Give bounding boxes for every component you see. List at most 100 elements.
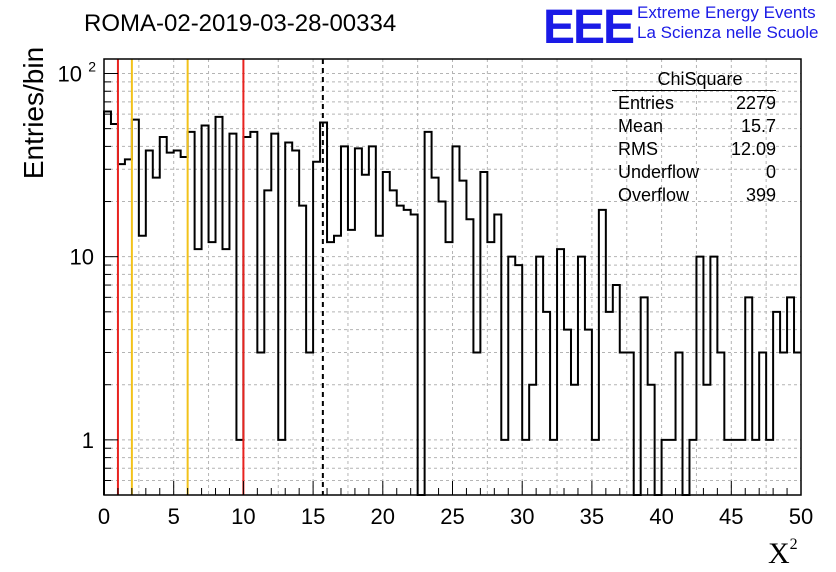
histogram-bin bbox=[731, 440, 738, 495]
histogram-bin bbox=[466, 219, 473, 495]
histogram-bin bbox=[480, 172, 487, 495]
histogram-bin bbox=[717, 352, 724, 495]
histogram-bin bbox=[411, 214, 418, 495]
histogram-bin bbox=[167, 153, 174, 495]
y-tick-label-exponent: 2 bbox=[88, 59, 96, 75]
histogram-bin bbox=[160, 137, 167, 495]
stats-box: ChiSquare Entries 2279 Mean 15.7 RMS 12.09 … bbox=[612, 68, 776, 206]
stats-label: Entries bbox=[618, 93, 675, 113]
histogram-bin bbox=[515, 265, 522, 495]
histogram-bin bbox=[174, 150, 181, 495]
histogram-bin bbox=[453, 146, 460, 495]
histogram-bin bbox=[550, 440, 557, 495]
x-tick-label: 30 bbox=[510, 504, 534, 529]
histogram-bin bbox=[439, 202, 446, 495]
histogram-bin bbox=[250, 132, 257, 495]
eee-logo: EEE bbox=[543, 1, 635, 54]
histogram-bin bbox=[641, 297, 648, 495]
histogram-bin bbox=[341, 146, 348, 495]
histogram-bin bbox=[724, 440, 731, 495]
histogram-bin bbox=[390, 190, 397, 495]
histogram-bin bbox=[494, 214, 501, 495]
stats-label: Overflow bbox=[618, 185, 690, 205]
x-axis-label-sup: 2 bbox=[789, 536, 798, 553]
stats-value: 399 bbox=[745, 185, 776, 205]
histogram-bin bbox=[571, 385, 578, 495]
stats-value: 12.09 bbox=[730, 139, 776, 159]
x-tick-label: 10 bbox=[231, 504, 255, 529]
histogram-bin bbox=[676, 352, 683, 495]
histogram-bin bbox=[132, 120, 139, 495]
histogram-bin bbox=[313, 162, 320, 495]
histogram-bin bbox=[627, 352, 634, 495]
histogram-bin bbox=[648, 385, 655, 495]
histogram-bin bbox=[459, 181, 466, 495]
histogram-bin bbox=[348, 230, 355, 495]
histogram-bin bbox=[578, 257, 585, 495]
histogram-bin bbox=[773, 312, 780, 495]
histogram-bin bbox=[383, 172, 390, 495]
stats-label: RMS bbox=[618, 139, 658, 159]
x-tick-label: 40 bbox=[649, 504, 673, 529]
histogram-bin bbox=[613, 285, 620, 495]
x-tick-label: 20 bbox=[371, 504, 395, 529]
histogram-bin bbox=[662, 440, 669, 495]
histogram-bin bbox=[278, 440, 285, 495]
histogram-bin bbox=[243, 137, 250, 495]
histogram-bin bbox=[620, 352, 627, 495]
histogram-bin bbox=[202, 126, 209, 495]
stats-divider bbox=[612, 90, 776, 91]
x-tick-label: 35 bbox=[580, 504, 604, 529]
histogram-bin bbox=[222, 249, 229, 495]
stats-value: 2279 bbox=[735, 93, 776, 113]
histogram-bin bbox=[285, 143, 292, 495]
x-tick-label: 0 bbox=[98, 504, 110, 529]
x-axis-label: X2 bbox=[768, 536, 798, 571]
histogram-bin bbox=[139, 236, 146, 495]
histogram-bin bbox=[111, 124, 118, 495]
stats-value: 15.7 bbox=[740, 116, 776, 136]
histogram-bin bbox=[529, 385, 536, 495]
stats-value: 0 bbox=[765, 162, 776, 182]
histogram-bin bbox=[125, 159, 132, 495]
histogram-bin bbox=[738, 440, 745, 495]
histogram-bin bbox=[689, 440, 696, 495]
histogram-bin bbox=[536, 257, 543, 495]
histogram-bin bbox=[334, 236, 341, 495]
x-axis-label-main: X bbox=[768, 537, 790, 570]
histogram-bin bbox=[299, 206, 306, 495]
histogram-bin bbox=[592, 440, 599, 495]
histogram-bin bbox=[369, 146, 376, 495]
stats-title: ChiSquare bbox=[657, 69, 743, 89]
x-tick-label: 45 bbox=[719, 504, 743, 529]
stats-row-entries: Entries 2279 bbox=[612, 91, 776, 114]
histogram-bin bbox=[327, 242, 334, 495]
stats-row-underflow: Underflow 0 bbox=[612, 160, 776, 183]
chart-title: ROMA-02-2019-03-28-00334 bbox=[84, 10, 397, 37]
histogram-bin bbox=[355, 148, 362, 495]
histogram-bin bbox=[780, 352, 787, 495]
logo-line-1: Extreme Energy Events bbox=[637, 3, 816, 22]
histogram-bin bbox=[146, 150, 153, 495]
histogram-bin bbox=[703, 385, 710, 495]
histogram-bin bbox=[181, 157, 188, 495]
histogram-bin bbox=[432, 178, 439, 495]
histogram-bin bbox=[787, 297, 794, 495]
stats-row-mean: Mean 15.7 bbox=[612, 114, 776, 137]
histogram-bin bbox=[752, 440, 759, 495]
histogram-step-line bbox=[103, 110, 801, 496]
stats-label: Mean bbox=[618, 116, 664, 136]
histogram-bin bbox=[397, 206, 404, 495]
y-tick-label: 1 bbox=[82, 428, 94, 453]
histogram-bin bbox=[794, 352, 801, 495]
stats-row-overflow: Overflow 399 bbox=[612, 183, 776, 206]
y-axis-label: Entries/bin bbox=[18, 46, 49, 180]
histogram-bin bbox=[257, 352, 264, 495]
histogram-bin bbox=[564, 330, 571, 495]
histogram-bin bbox=[209, 242, 216, 495]
histogram-bin bbox=[696, 257, 703, 495]
y-tick-label: 10 bbox=[70, 245, 94, 270]
histogram-bin bbox=[585, 330, 592, 495]
x-tick-label: 50 bbox=[789, 504, 813, 529]
